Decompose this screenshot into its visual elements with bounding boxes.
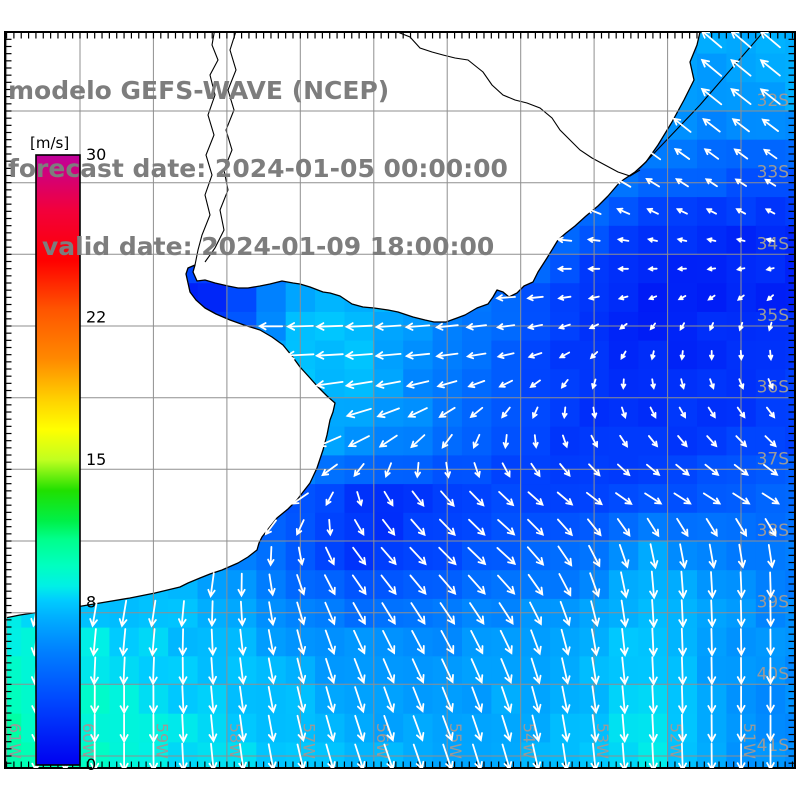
coastline	[5, 32, 701, 619]
river-line-3	[639, 32, 764, 169]
land-mass	[5, 32, 764, 619]
map-border	[4, 31, 796, 769]
colorbar-unit-label: [m/s]	[30, 134, 69, 152]
lon-label: 60W	[79, 723, 98, 759]
lat-label: 37S	[757, 449, 789, 469]
lon-label: 59W	[152, 723, 171, 759]
lon-label: 51W	[740, 723, 759, 759]
lat-label: 41S	[757, 736, 789, 756]
lat-label: 40S	[757, 664, 789, 684]
river-line-0	[194, 32, 219, 266]
lon-label: 55W	[446, 723, 465, 759]
lon-label: 57W	[299, 723, 318, 759]
lon-label: 53W	[593, 723, 612, 759]
wind-arrows	[30, 32, 781, 768]
lat-label: 32S	[757, 91, 789, 111]
lat-label: 33S	[757, 163, 789, 183]
lat-label: 39S	[757, 593, 789, 613]
lon-label: 61W	[6, 723, 25, 759]
colorbar-gradient	[35, 154, 81, 766]
colorbar-tick-label: 30	[86, 145, 106, 164]
axis-ticks	[5, 31, 795, 768]
colorbar-tick-label: 0	[86, 755, 96, 774]
lat-label: 35S	[757, 306, 789, 326]
lon-label: 52W	[667, 723, 686, 759]
lat-label: 34S	[757, 234, 789, 254]
colorbar-tick-label: 8	[86, 592, 96, 611]
colorbar: [m/s] 30 22 15 8 0	[30, 134, 106, 774]
colorbar-tick-label: 15	[86, 450, 106, 469]
river-line-1	[204, 32, 237, 263]
colorbar-tick-label: 22	[86, 308, 106, 327]
